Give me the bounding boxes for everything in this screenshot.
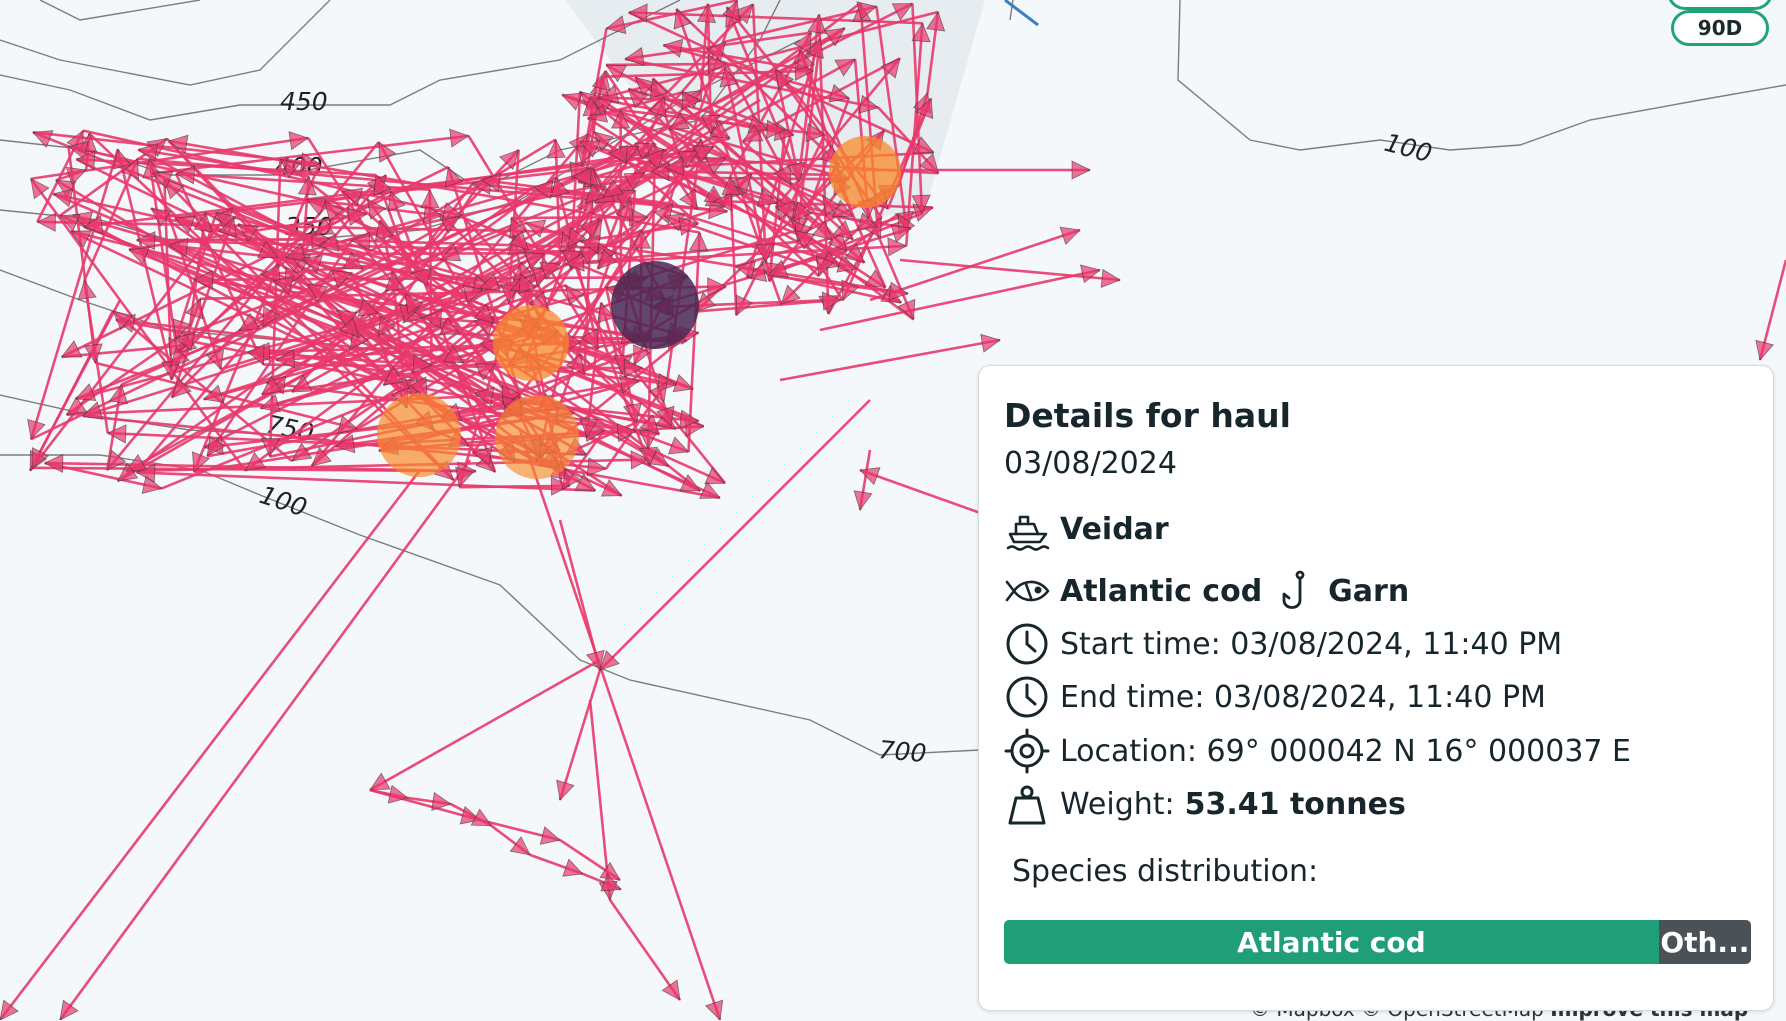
haul-marker[interactable] [377, 393, 461, 477]
track-arrow [1081, 265, 1100, 283]
distribution-segment-atlantic-cod[interactable]: Atlantic cod [1004, 920, 1659, 964]
fish-icon [1004, 568, 1050, 614]
vessel-row: Veidar [1004, 506, 1169, 552]
track-arrow [0, 1000, 18, 1020]
track-segment [520, 430, 720, 1020]
track-arrow [53, 189, 73, 207]
blue-line [1005, 0, 1038, 25]
selected-haul-marker[interactable] [611, 261, 699, 349]
track-arrow [854, 491, 872, 510]
track-arrow [76, 384, 96, 401]
haul-marker[interactable] [829, 136, 901, 208]
weight-value: 53.41 tonnes [1185, 787, 1406, 822]
track-arrow [563, 859, 583, 876]
weight-label: Weight: [1060, 787, 1175, 822]
location: Location: 69° 000042 N 16° 000037 E [1060, 734, 1631, 769]
track-arrow [31, 179, 49, 199]
clock-icon [1004, 621, 1050, 667]
weight-icon [1004, 781, 1050, 827]
track-arrow [565, 285, 583, 305]
distribution-segment-others[interactable]: Oth... [1659, 920, 1751, 964]
species-distribution-bar: Atlantic cod Oth... [1004, 920, 1751, 964]
track-arrow [1060, 227, 1080, 244]
location-row: Location: 69° 000042 N 16° 000037 E [1004, 728, 1631, 774]
crosshair-icon [1004, 728, 1050, 774]
haul-marker[interactable] [495, 395, 579, 479]
track-arrow [706, 1000, 723, 1020]
hook-icon [1272, 568, 1318, 614]
track-arrow [540, 827, 560, 844]
species-distribution-label: Species distribution: [1012, 854, 1318, 889]
panel-title: Details for haul [1004, 396, 1291, 435]
track-arrow [450, 129, 469, 147]
track-arrow [421, 190, 439, 208]
track-arrow [690, 233, 708, 251]
contour-label-450: 450 [280, 87, 328, 116]
track-segment [0, 470, 420, 1020]
track-arrow [1072, 161, 1090, 179]
track-segment [370, 660, 600, 790]
track-arrow [669, 437, 689, 454]
track-arrow [1756, 340, 1773, 360]
track-arrow [662, 980, 680, 1000]
track-arrow [108, 425, 126, 443]
contour-label-100-right: 100 [1381, 128, 1435, 168]
track-arrow [673, 375, 693, 392]
vessel-name[interactable]: Veidar [1060, 512, 1169, 547]
start-time-row: Start time: 03/08/2024, 11:40 PM [1004, 621, 1562, 667]
ship-icon [1004, 506, 1050, 552]
track-segment [780, 340, 1000, 380]
haul-details-panel: Details for haul 03/08/2024 Veidar Atlan… [978, 365, 1774, 1011]
track-arrow [557, 780, 574, 800]
time-filter-top[interactable] [1667, 0, 1773, 10]
track-arrow [289, 132, 308, 150]
clock-icon [1004, 674, 1050, 720]
track-segment [60, 460, 470, 1020]
species-gear-row: Atlantic cod Garn [1004, 568, 1409, 614]
haul-date: 03/08/2024 [1004, 446, 1177, 481]
time-filter-badge[interactable]: 90D [1671, 10, 1769, 46]
haul-marker[interactable] [493, 305, 569, 381]
track-arrow [860, 468, 880, 485]
track-arrow [78, 281, 96, 300]
track-arrow [1101, 269, 1120, 287]
contour-label-700: 700 [877, 735, 927, 768]
track-arrow [510, 837, 530, 855]
contour-label-100-left: 100 [256, 480, 310, 522]
end-time-row: End time: 03/08/2024, 11:40 PM [1004, 674, 1546, 720]
end-time: End time: 03/08/2024, 11:40 PM [1060, 680, 1546, 715]
track-arrow [432, 793, 451, 811]
species-name: Atlantic cod [1060, 574, 1262, 609]
start-time: Start time: 03/08/2024, 11:40 PM [1060, 627, 1562, 662]
track-arrow [60, 1000, 78, 1020]
weight-row: Weight: 53.41 tonnes [1004, 781, 1406, 827]
gear-name: Garn [1328, 574, 1409, 609]
track-arrow [981, 334, 1000, 352]
